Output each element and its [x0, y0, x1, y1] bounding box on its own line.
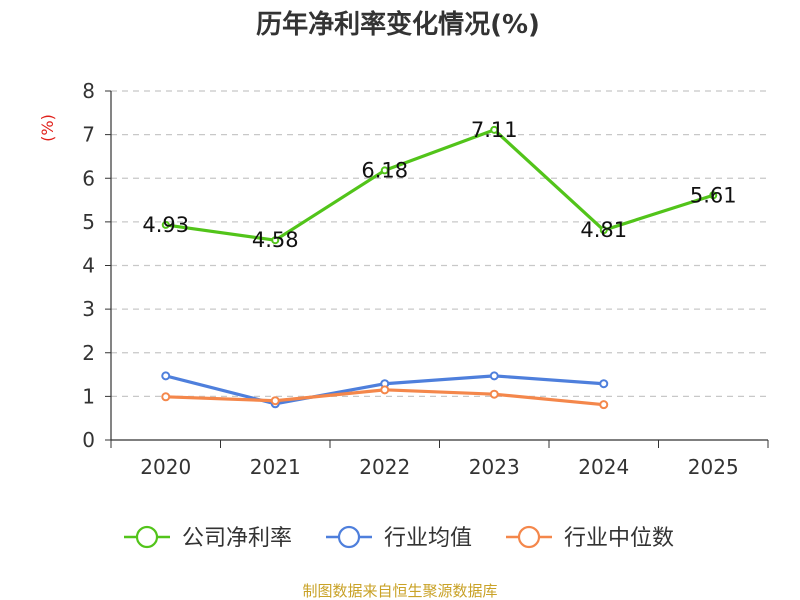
x-tick-label: 2022 [359, 455, 410, 479]
data-point [599, 400, 609, 410]
y-tick-label: 5 [82, 210, 95, 234]
data-label: 6.18 [361, 158, 408, 182]
series-2 [161, 385, 609, 410]
series-line [165, 128, 714, 242]
series-group: 4.93 4.58 6.18 7.11 4.81 5.61 [142, 118, 737, 410]
legend-marker [517, 525, 541, 549]
y-axis-label: (%) [38, 114, 57, 142]
data-point [599, 226, 608, 235]
data-point [380, 385, 390, 395]
legend-label: 公司净利率 [182, 526, 292, 551]
y-tick-label: 2 [82, 341, 95, 365]
legend-item[interactable]: 公司净利率 [124, 525, 292, 551]
x-tick-label: 2023 [469, 455, 520, 479]
data-point [709, 191, 718, 200]
chart-title: 历年净利率变化情况(%) [256, 9, 540, 40]
data-point [161, 220, 170, 229]
y-tick-label: 1 [82, 384, 95, 408]
data-point [270, 396, 280, 406]
data-label: 4.93 [142, 213, 189, 237]
y-tick-label: 4 [82, 254, 95, 278]
legend-item[interactable]: 行业中位数 [506, 525, 674, 551]
legend[interactable]: 公司净利率 行业均值 行业中位数 [124, 525, 674, 551]
legend-label: 行业均值 [384, 526, 472, 551]
x-tick-label: 2024 [578, 455, 629, 479]
y-tick-label: 8 [82, 79, 95, 103]
legend-item[interactable]: 行业均值 [326, 525, 472, 551]
data-point [489, 371, 499, 381]
data-label: 5.61 [690, 183, 737, 207]
data-point [489, 389, 499, 399]
data-point [490, 125, 499, 134]
data-label: 7.11 [471, 118, 518, 142]
x-tick-label: 2020 [140, 455, 191, 479]
grid-lines [111, 90, 768, 397]
series-0: 4.93 4.58 6.18 7.11 4.81 5.61 [142, 118, 736, 252]
legend-label: 行业中位数 [564, 526, 674, 551]
axes: 0 1 2 3 4 5 6 7 8 2020 2021 2022 2023 2024 2025 [82, 79, 769, 479]
y-tick-label: 7 [82, 123, 95, 147]
data-point [161, 392, 171, 402]
legend-marker [135, 525, 159, 549]
data-point [161, 371, 171, 381]
data-point [599, 379, 609, 389]
y-tick-label: 0 [82, 428, 95, 452]
data-point [380, 166, 389, 175]
source-note: 制图数据来自恒生聚源数据库 [302, 582, 497, 600]
x-tick-label: 2025 [688, 455, 739, 479]
data-label: 4.58 [252, 228, 299, 252]
data-point [271, 236, 280, 245]
x-tick-label: 2021 [250, 455, 301, 479]
data-label: 4.81 [580, 218, 627, 242]
y-tick-label: 6 [82, 166, 95, 190]
legend-marker [337, 525, 361, 549]
y-tick-label: 3 [82, 297, 95, 321]
